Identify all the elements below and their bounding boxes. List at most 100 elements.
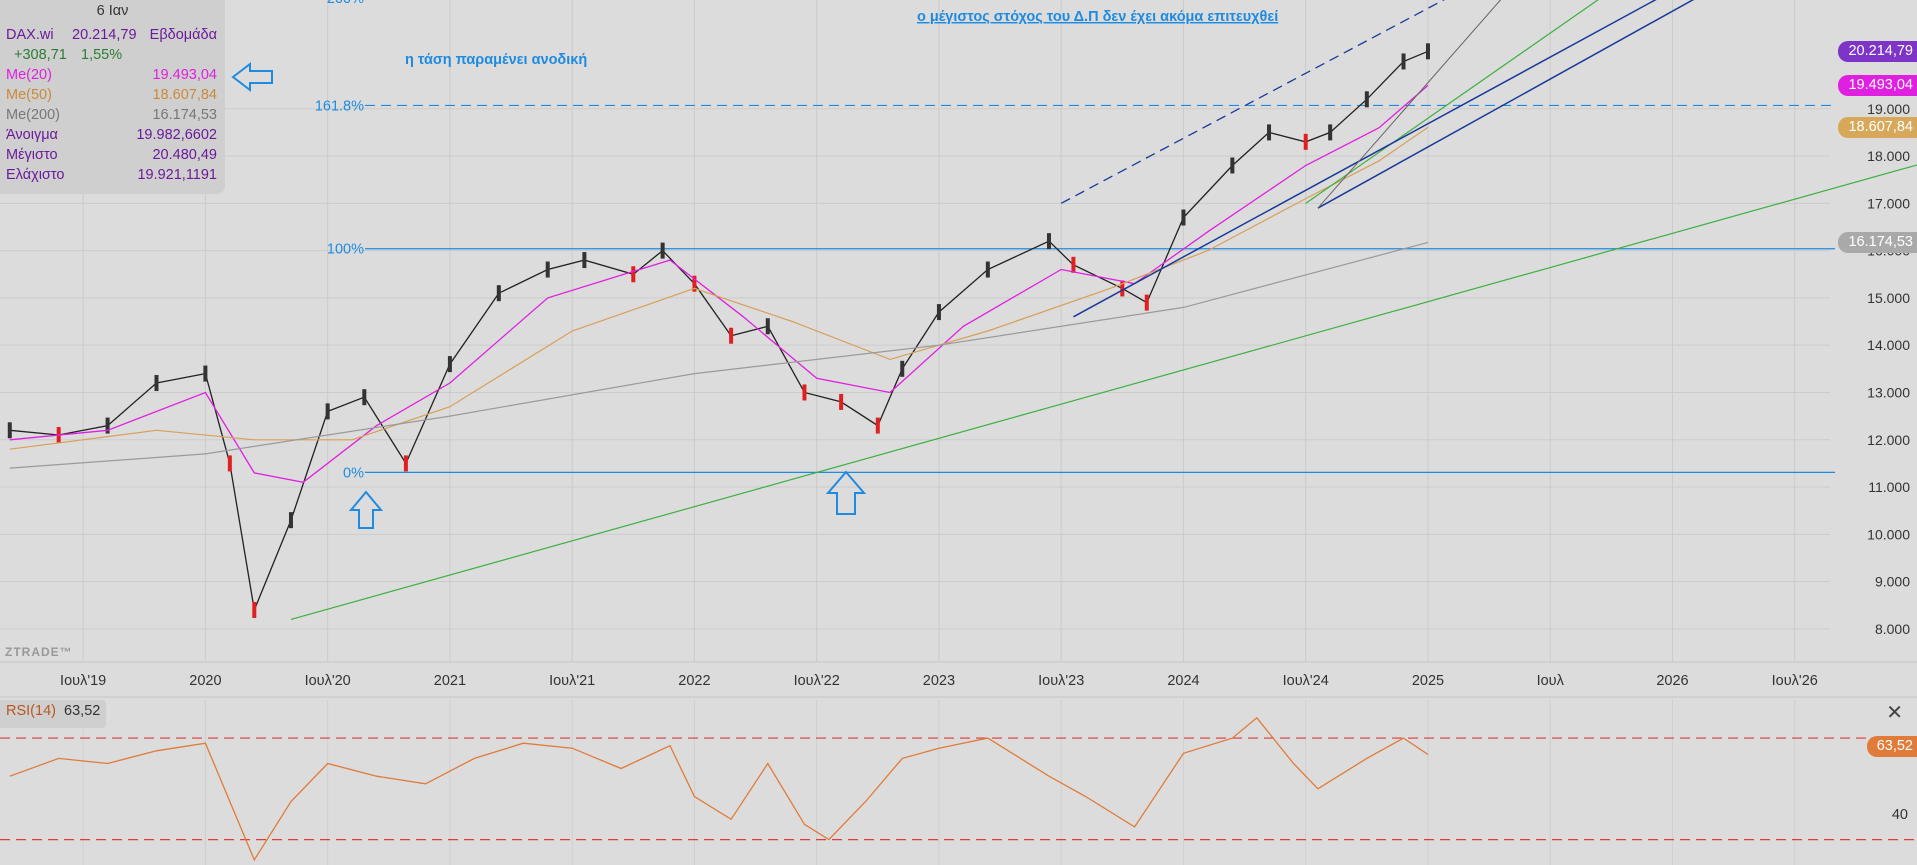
trend-line — [1073, 0, 1657, 318]
rsi-value-tag: 63,52 — [1866, 736, 1917, 757]
info-row-label: Me(20) — [6, 67, 52, 83]
info-symbol: DAX.wi — [6, 27, 54, 43]
info-row-value: 18.607,84 — [152, 87, 217, 103]
price-candle — [1144, 294, 1149, 311]
annotation-arrows — [231, 61, 867, 529]
target-annotation: ο μέγιστος στόχος του Δ.Π δεν έχει ακόμα… — [917, 9, 1278, 25]
y-tick-label: 12.000 — [1867, 432, 1910, 448]
x-tick-label: Ιουλ'20 — [305, 673, 351, 689]
price-candle — [447, 356, 452, 373]
price-candle — [839, 393, 844, 410]
price-candle — [1046, 233, 1051, 250]
x-tick-label: 2021 — [434, 673, 466, 689]
info-row: Άνοιγμα 19.982,6602 — [6, 127, 217, 146]
trend-annotation: η τάση παραμένει ανοδική — [405, 52, 587, 68]
info-row-value: 16.174,53 — [152, 107, 217, 123]
price-candle — [403, 455, 408, 472]
price-candle — [1425, 43, 1430, 60]
price-candle — [154, 375, 159, 392]
y-tick-label: 19.000 — [1867, 101, 1910, 117]
price-candle — [1364, 91, 1369, 108]
info-period: Εβδομάδα — [149, 27, 217, 43]
info-symbol-row: DAX.wi 20.214,79 Εβδομάδα — [6, 27, 217, 46]
rsi-panel: 40 — [0, 716, 1917, 862]
info-change: +308,71 — [14, 47, 67, 63]
price-tag: 19.493,04 — [1838, 75, 1917, 97]
price-candle — [985, 261, 990, 278]
rsi-line — [9, 716, 1429, 862]
info-row-value: 19.982,6602 — [136, 127, 217, 143]
info-row-label: Me(50) — [6, 87, 52, 103]
price-candle — [1181, 209, 1186, 226]
info-row: Ελάχιστο 19.921,1191 — [6, 167, 217, 186]
fib-level-label: 200% — [327, 0, 364, 7]
info-row-label: Ελάχιστο — [6, 167, 65, 183]
x-tick-label: Ιουλ'21 — [549, 673, 595, 689]
info-row: Μέγιστο 20.480,49 — [6, 147, 217, 166]
price-candle — [362, 389, 367, 406]
y-tick-label: 18.000 — [1867, 148, 1910, 164]
price-candle — [545, 261, 550, 278]
series-lines — [7, 43, 1430, 618]
fibonacci-levels: 200% 161.8% 100% 0% — [315, 0, 1835, 481]
series-line — [9, 241, 1429, 469]
price-tag: 18.607,84 — [1838, 117, 1917, 139]
rsi-label: RSI(14) — [6, 703, 56, 719]
price-candle — [105, 417, 110, 434]
trend-line — [1060, 0, 1445, 204]
price-candle — [660, 242, 665, 259]
x-tick-label: 2023 — [923, 673, 955, 689]
price-candle — [325, 403, 330, 420]
price-candle — [288, 512, 293, 529]
price-candle — [7, 422, 12, 439]
info-row: Me(20) 19.493,04 — [6, 67, 217, 86]
x-tick-label: Ιουλ'26 — [1772, 673, 1818, 689]
series-line — [9, 126, 1429, 450]
y-tick-label: 13.000 — [1867, 384, 1910, 400]
x-tick-label: 2025 — [1412, 673, 1444, 689]
series-line — [9, 84, 1429, 483]
price-candle — [1401, 53, 1406, 70]
close-rsi-button[interactable]: ✕ — [1886, 702, 1903, 724]
rsi-label-box: RSI(14) 63,52 — [0, 700, 107, 728]
price-candle — [875, 417, 880, 434]
up-arrow-icon — [348, 490, 384, 529]
info-change-row: +308,71 1,55% — [6, 47, 217, 66]
price-candle — [496, 285, 501, 302]
x-tick-label: Ιουλ'23 — [1038, 673, 1084, 689]
x-tick-label: 2022 — [678, 673, 710, 689]
price-candle — [631, 266, 636, 283]
info-panel: 6 Ιαν DAX.wi 20.214,79 Εβδομάδα +308,71 … — [0, 0, 225, 194]
info-price: 20.214,79 — [72, 27, 137, 43]
x-tick-label: 2020 — [189, 673, 221, 689]
trend-line — [1317, 0, 1502, 209]
fib-level-label: 0% — [343, 465, 364, 481]
rsi-axis-label: 40 — [1892, 807, 1908, 823]
info-date: 6 Ιαν — [96, 3, 129, 19]
y-tick-label: 17.000 — [1867, 195, 1910, 211]
price-candle — [252, 601, 257, 618]
y-tick-label: 11.000 — [1868, 479, 1910, 495]
trend-line — [1305, 0, 1599, 204]
price-candle — [1328, 124, 1333, 141]
fib-level-label: 161.8% — [315, 98, 364, 114]
price-candle — [1267, 124, 1272, 141]
y-axis: 8.000 9.000 10.000 11.000 12.000 13.000 14.000… — [1867, 101, 1910, 637]
price-candle — [227, 455, 232, 472]
info-change-pct: 1,55% — [81, 47, 123, 63]
x-tick-label: Ιουλ'19 — [60, 673, 106, 689]
info-row-label: Me(200) — [6, 107, 60, 123]
price-candle — [729, 327, 734, 344]
price-candle — [765, 318, 770, 335]
info-row: Me(50) 18.607,84 — [6, 87, 217, 106]
price-tag: 16.174,53 — [1838, 232, 1917, 254]
y-tick-label: 9.000 — [1875, 574, 1910, 590]
x-tick-label: Ιουλ'22 — [794, 673, 840, 689]
info-row-value: 19.493,04 — [152, 67, 217, 83]
trend-line — [290, 164, 1917, 621]
price-candle — [1120, 280, 1125, 297]
left-arrow-icon — [231, 61, 273, 93]
price-candle — [900, 360, 905, 377]
price-candle — [692, 275, 697, 292]
